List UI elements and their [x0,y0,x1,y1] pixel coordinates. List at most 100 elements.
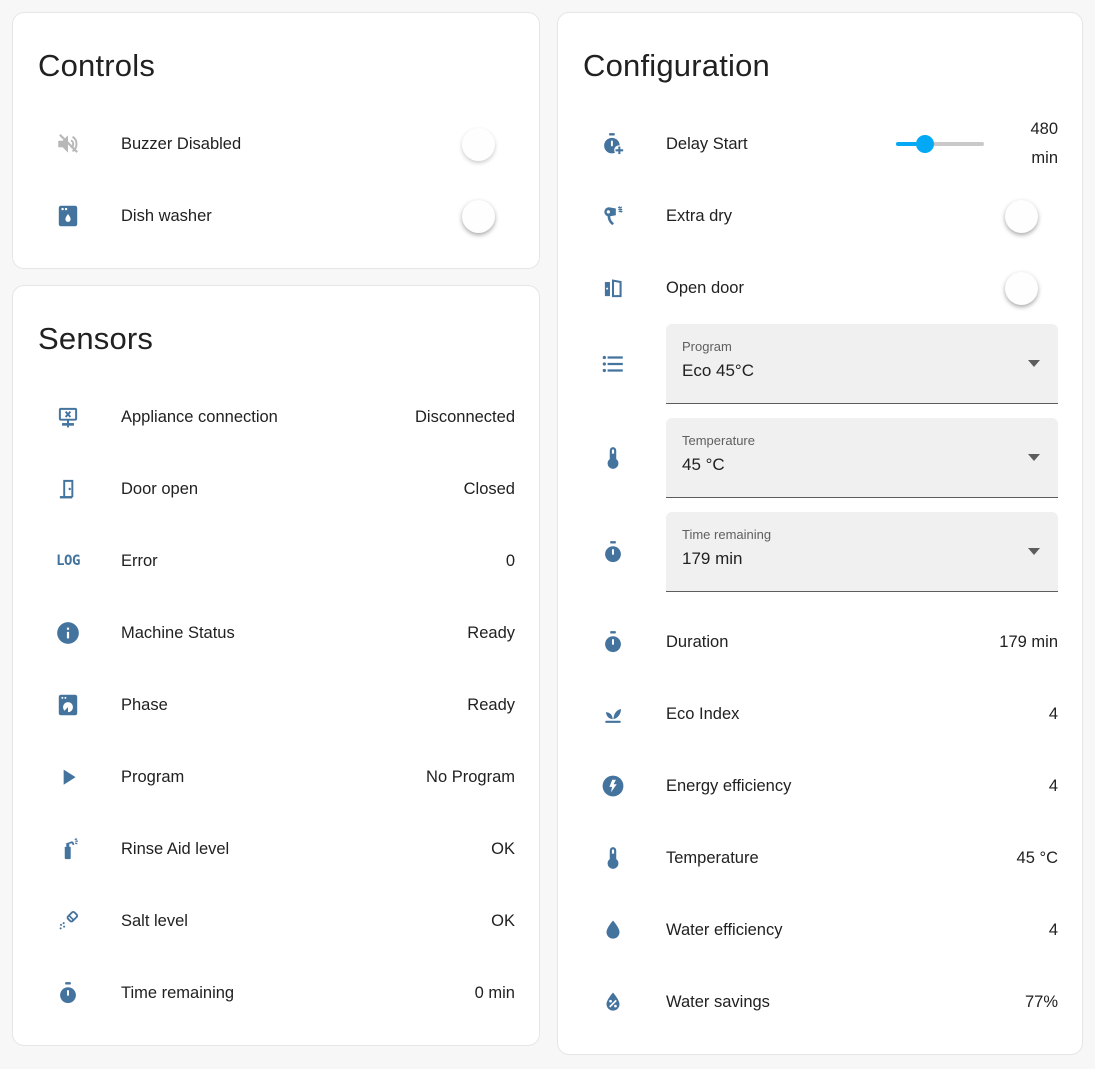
sensor-value: 0 [505,551,515,570]
sensor-label: Salt level [121,911,188,930]
select-value: 179 min [682,549,743,569]
control-row-buzzer: Buzzer Disabled [37,108,515,180]
shaker-icon [55,908,81,934]
config-row-energy-efficiency[interactable]: Energy efficiency 4 [582,750,1058,822]
timer-icon [600,629,626,655]
select-label: Temperature [682,433,755,449]
chevron-down-icon [1028,548,1040,556]
sensor-value: Ready [467,623,515,642]
water-icon [600,917,626,943]
config-row-water-savings[interactable]: Water savings 77% [582,966,1058,1038]
configuration-card: Configuration Delay Start [557,12,1083,1056]
toggle-thumb [1005,199,1038,233]
slider-track [896,142,984,147]
config-label: Open door [666,278,744,297]
sensor-label: Door open [121,479,199,498]
sensor-row-rinse-aid[interactable]: Rinse Aid level OK [37,813,515,885]
stat-value: 4 [1048,776,1058,795]
config-row-temperature-select: Temperature 45 °C [582,418,1058,499]
open-door-toggle[interactable] [1005,271,1056,305]
slider-thumb[interactable] [916,135,935,154]
timer-plus-icon [600,131,626,157]
thermometer-icon [600,445,626,471]
sensor-label: Time remaining [121,983,235,1002]
config-label: Extra dry [666,206,733,225]
configuration-card-title: Configuration [583,48,770,83]
sensor-row-time-remaining[interactable]: Time remaining 0 min [37,957,515,1029]
sensor-label: Rinse Aid level [121,839,230,858]
control-row-dishwasher: Dish washer [37,180,515,252]
chevron-down-icon [1028,360,1040,368]
select-value: 45 °C [682,455,725,475]
sensor-label: Program [121,767,185,786]
config-row-time-remaining-select: Time remaining 179 min [582,512,1058,593]
delay-start-value: 480 min [1000,115,1058,173]
time-remaining-select[interactable]: Time remaining 179 min [666,512,1058,593]
spray-bottle-icon [55,836,81,862]
stat-value: 4 [1048,920,1058,939]
stat-value: 77% [1024,992,1058,1011]
select-value: Eco 45°C [682,361,755,381]
door-icon [55,476,81,502]
list-icon [600,351,626,377]
config-row-water-efficiency[interactable]: Water efficiency 4 [582,894,1058,966]
config-row-open-door: Open door [582,252,1058,324]
sensor-label: Error [121,551,158,570]
delay-start-slider[interactable] [896,135,984,154]
sensor-value: OK [491,839,515,858]
program-select[interactable]: Program Eco 45°C [666,324,1058,405]
config-row-eco-index[interactable]: Eco Index 4 [582,678,1058,750]
dishwasher-toggle[interactable] [462,199,513,233]
stat-label: Energy efficiency [666,776,792,795]
sprout-icon [600,701,626,727]
timer-icon [600,539,626,565]
toggle-thumb [462,199,495,233]
sensor-value: No Program [426,767,515,786]
sensor-label: Appliance connection [121,407,278,426]
door-open-icon [600,275,626,301]
sensor-value: OK [491,911,515,930]
sensor-row-program[interactable]: Program No Program [37,741,515,813]
information-icon [55,620,81,646]
control-label: Buzzer Disabled [121,134,242,153]
sensor-row-phase[interactable]: Phase Ready [37,669,515,741]
play-icon [55,764,81,790]
temperature-select[interactable]: Temperature 45 °C [666,418,1058,499]
delay-start-unit: min [1031,149,1058,168]
extra-dry-toggle[interactable] [1005,199,1056,233]
sensor-row-machine-status[interactable]: Machine Status Ready [37,597,515,669]
sensor-value: Disconnected [415,407,515,426]
slider-fill [896,142,926,147]
sensor-value: Closed [463,479,515,498]
volume-off-icon [55,131,81,157]
sensor-row-door-open[interactable]: Door open Closed [37,453,515,525]
sensor-label: Phase [121,695,168,714]
timer-icon [55,980,81,1006]
sensors-card-title: Sensors [38,321,154,357]
buzzer-toggle[interactable] [462,127,513,161]
sensors-card: Sensors Appliance connection Disconnecte… [12,285,540,1047]
toggle-thumb [462,127,495,161]
sensor-row-salt[interactable]: Salt level OK [37,885,515,957]
stat-value: 45 °C [1016,848,1058,867]
thermometer-icon [600,845,626,871]
chevron-down-icon [1028,454,1040,462]
config-label: Delay Start [666,134,748,153]
controls-card: Controls Buzzer Disabled [12,12,540,270]
config-row-temperature[interactable]: Temperature 45 °C [582,822,1058,894]
sensor-row-appliance-connection[interactable]: Appliance connection Disconnected [37,381,515,453]
config-row-delay-start: Delay Start 480 min [582,108,1058,180]
dishwasher-icon [55,203,81,229]
sensor-value: 0 min [474,983,515,1002]
delay-start-number: 480 [1030,120,1058,139]
stat-label: Temperature [666,848,759,867]
select-label: Program [682,339,732,355]
config-row-duration[interactable]: Duration 179 min [582,606,1058,678]
water-percent-icon [600,989,626,1015]
stat-label: Eco Index [666,704,740,723]
toggle-thumb [1005,271,1038,305]
sensor-value: Ready [467,695,515,714]
sensor-row-error[interactable]: LOG Error 0 [37,525,515,597]
network-off-icon [55,404,81,430]
